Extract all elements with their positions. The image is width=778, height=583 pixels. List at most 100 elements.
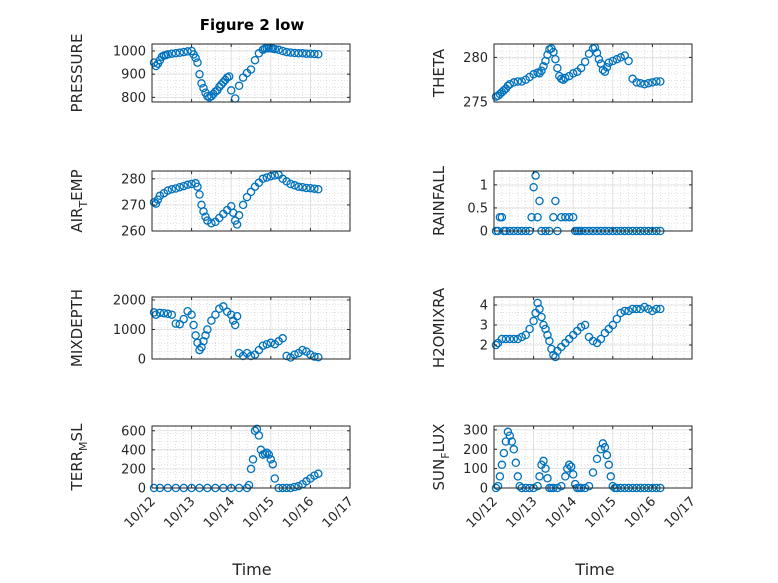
y-tick-label: 1000 — [113, 323, 146, 338]
data-point — [535, 472, 544, 481]
data-point — [632, 304, 641, 314]
y-axis-label-tail: EMP — [68, 169, 86, 200]
data-point — [517, 332, 526, 342]
data-point — [616, 53, 625, 62]
axes-box — [493, 43, 693, 103]
data-point — [588, 336, 598, 346]
data-point — [529, 182, 538, 192]
data-point — [531, 171, 540, 180]
data-point — [294, 481, 303, 491]
data-point — [656, 304, 665, 314]
y-tick-label: 280 — [121, 172, 146, 187]
data-point — [167, 49, 177, 58]
y-axis-label: H2OMIXRA — [430, 287, 448, 368]
data-point — [278, 46, 287, 56]
y-axis-label-main: SUN — [430, 459, 448, 491]
y-tick-label: 260 — [121, 225, 146, 240]
data-point — [652, 304, 661, 314]
data-point — [262, 339, 272, 349]
data-point — [199, 207, 208, 216]
data-point — [557, 481, 566, 491]
data-point — [171, 49, 181, 58]
data-point — [525, 324, 534, 334]
data-point — [644, 79, 653, 88]
data-point — [505, 431, 515, 440]
data-point — [179, 181, 188, 191]
data-point — [564, 212, 574, 222]
data-point — [594, 54, 604, 64]
y-tick-label: 275 — [463, 96, 488, 111]
data-point — [306, 49, 315, 58]
axes-box — [493, 425, 693, 489]
data-point — [298, 49, 307, 58]
data-point — [529, 316, 538, 326]
data-point — [193, 182, 202, 191]
y-axis-label-main: MIXDEPTH — [68, 289, 86, 367]
data-point — [533, 212, 542, 222]
data-point — [604, 58, 614, 67]
data-point — [507, 437, 517, 446]
data-point — [537, 66, 546, 76]
data-point — [541, 464, 550, 473]
data-point — [298, 345, 307, 355]
axes-box — [493, 296, 693, 360]
y-axis-label-sub: T — [77, 201, 90, 209]
data-point — [207, 316, 216, 325]
x-axis-label-left: Time — [231, 560, 271, 579]
data-point — [509, 78, 519, 87]
data-point — [545, 336, 554, 346]
data-point — [527, 212, 536, 222]
data-point — [533, 298, 542, 308]
data-point — [189, 320, 198, 330]
data-point — [195, 190, 204, 199]
data-point — [199, 83, 208, 93]
data-point — [497, 212, 507, 222]
data-point — [644, 304, 653, 314]
data-point — [535, 196, 544, 206]
data-point — [310, 471, 319, 480]
data-point — [286, 48, 295, 57]
data-point — [246, 351, 256, 361]
y-axis-label-tail: LUX — [430, 424, 448, 453]
data-point — [167, 310, 177, 319]
data-point — [501, 437, 511, 446]
data-point — [535, 69, 544, 78]
data-point — [244, 480, 254, 490]
data-point — [511, 458, 521, 468]
data-point — [282, 47, 291, 57]
data-point — [505, 79, 515, 89]
data-point — [226, 86, 236, 95]
subplot-5: 0 1000 2000 MIXDEPTH — [68, 289, 351, 368]
data-point — [254, 431, 264, 440]
data-point — [553, 63, 562, 73]
data-point — [250, 55, 260, 65]
y-axis-label: PRESSURE — [68, 34, 86, 113]
y-tick-label: 100 — [463, 462, 488, 477]
y-tick-label: 600 — [121, 424, 146, 439]
y-tick-label: 2000 — [113, 293, 146, 308]
data-point — [592, 454, 602, 464]
data-point — [584, 481, 594, 491]
data-point — [561, 73, 570, 83]
data-point — [509, 445, 519, 454]
y-tick-label: 3 — [480, 319, 488, 334]
data-point — [568, 470, 578, 479]
data-point — [230, 216, 240, 225]
data-point — [509, 334, 519, 344]
data-point — [648, 306, 657, 316]
data-point — [501, 334, 511, 344]
data-point — [606, 472, 616, 481]
data-point — [232, 220, 242, 229]
y-axis-label-main: AIR — [68, 208, 86, 233]
axes-box — [151, 425, 351, 489]
y-axis-label-main: PRESSURE — [68, 34, 86, 113]
data-point — [191, 53, 200, 63]
y-axis-label: THETA — [430, 48, 448, 98]
data-point — [608, 320, 618, 330]
y-axis-label-main: TERR — [68, 451, 86, 492]
data-point — [580, 57, 590, 67]
y-axis-label-main: RAINFALL — [430, 165, 448, 236]
data-point — [314, 185, 323, 194]
data-point — [564, 460, 574, 470]
data-point — [588, 468, 598, 477]
